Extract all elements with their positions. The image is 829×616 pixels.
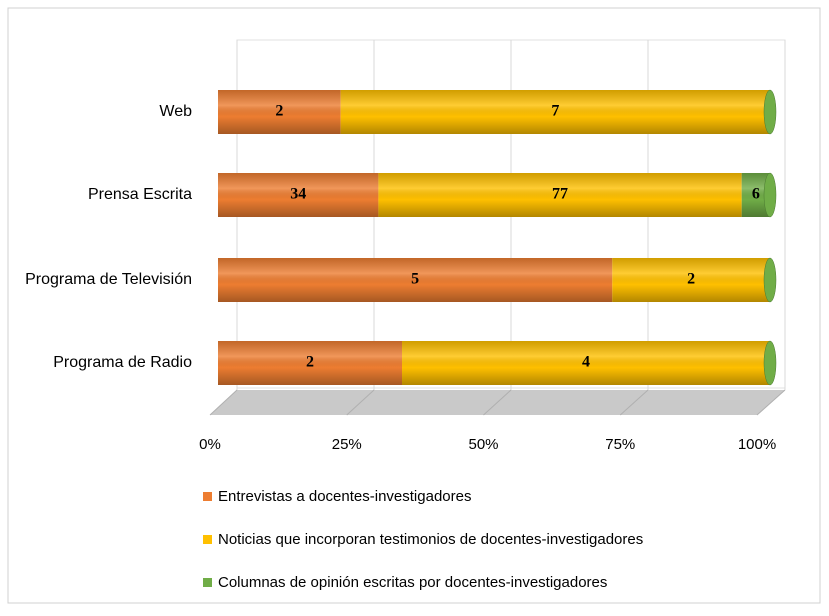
x-tick-label: 75%	[605, 436, 635, 453]
bar-cap	[763, 172, 777, 218]
bar-shade	[612, 258, 770, 302]
y-tick-label: Prensa Escrita	[88, 186, 192, 203]
value-label: 77	[552, 186, 568, 203]
bar-shade	[340, 90, 770, 134]
bar-cap	[763, 340, 777, 386]
y-tick-label: Web	[159, 103, 192, 120]
legend-label: Entrevistas a docentes-investigadores	[218, 488, 471, 505]
legend-swatch	[203, 492, 212, 501]
x-tick-label: 50%	[468, 436, 498, 453]
floor-grid	[346, 389, 375, 416]
value-label: 2	[687, 271, 695, 288]
bar-cap	[763, 257, 777, 303]
bar-shade	[218, 258, 613, 302]
y-tick-label: Programa de Televisión	[25, 271, 192, 288]
x-tick-label: 25%	[332, 436, 362, 453]
legend-label: Columnas de opinión escritas por docente…	[218, 574, 607, 591]
legend-swatch	[203, 535, 212, 544]
value-label: 2	[306, 354, 314, 371]
bar-shade	[402, 341, 770, 385]
legend-swatch	[203, 578, 212, 587]
floor-grid	[619, 389, 649, 416]
value-label: 4	[582, 354, 590, 371]
legend-label: Noticias que incorporan testimonios de d…	[218, 531, 643, 548]
bar-shade	[378, 173, 742, 217]
bar-shade	[218, 90, 341, 134]
floor-grid	[756, 389, 786, 416]
value-label: 6	[752, 186, 760, 203]
x-tick-label: 100%	[738, 436, 776, 453]
value-label: 34	[290, 186, 306, 203]
value-label: 2	[275, 103, 283, 120]
bar-shade	[218, 341, 402, 385]
y-tick-label: Programa de Radio	[53, 354, 192, 371]
value-label: 7	[551, 103, 559, 120]
floor-grid	[483, 389, 512, 416]
x-tick-label: 0%	[199, 436, 221, 453]
bar-shade	[218, 173, 379, 217]
floor-grid	[209, 389, 238, 416]
value-label: 5	[411, 271, 419, 288]
bar-cap	[763, 89, 777, 135]
